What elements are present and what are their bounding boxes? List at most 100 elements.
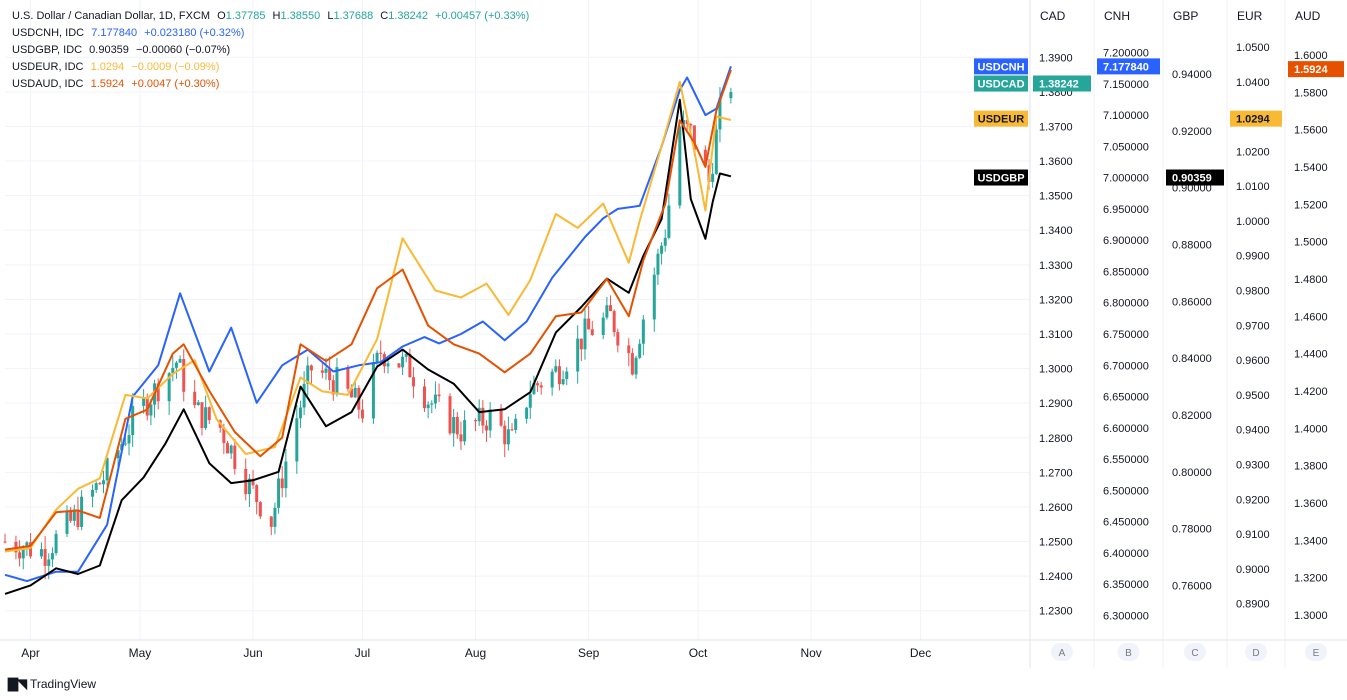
candle-down [222,427,226,444]
candle-up [463,420,467,442]
legend-main-symbol: U.S. Dollar / Canadian Dollar, 1D, FXCM [12,10,211,22]
price-tag-usdcnh [974,58,1028,75]
axis-value-tag [1288,61,1344,78]
candle-down [685,120,689,124]
price-tag-usdcad [974,75,1028,92]
legend-cnh-change: +0.023180 (+0.32%) [144,27,245,39]
candle-up [298,407,302,419]
y-tick-label: 6.500000 [1103,485,1149,497]
legend-o-value: 1.37785 [225,10,266,22]
candle-down [200,402,204,429]
scale-button-c[interactable] [1184,643,1206,661]
candle-up [711,173,715,182]
candle-up [401,356,405,368]
y-tick-label: 0.9400 [1236,425,1270,437]
candle-up [72,509,76,521]
y-tick-label: 1.3400 [1039,225,1073,237]
y-tick-label: 1.3600 [1294,498,1328,510]
y-tick-label: 0.9800 [1236,286,1270,298]
candle-up [404,353,408,357]
y-tick-label: 1.3400 [1294,535,1328,547]
legend-cnh-value: 7.177840 [91,27,138,39]
scale-button-a[interactable] [1051,643,1073,661]
candle-up [714,129,718,174]
candle-up [656,253,660,275]
legend-l-value: 1.37688 [333,10,374,22]
candle-up [550,371,554,388]
y-tick-label: 1.4000 [1294,423,1328,435]
axis-value-label: 1.0294 [1236,114,1271,126]
y-tick-label: 1.5200 [1294,199,1328,211]
tradingview-brand[interactable]: ▇◥ TradingView [8,676,96,692]
candle-down [536,383,540,386]
y-tick-label: 6.800000 [1103,298,1149,310]
y-tick-label: 0.9100 [1236,529,1270,541]
scale-button-label: C [1191,648,1198,659]
y-tick-label: 0.9500 [1236,390,1270,402]
y-tick-label: 6.450000 [1103,517,1149,529]
candle-down [280,478,284,489]
price-tag-usdgbp [974,169,1028,186]
y-tick-label: 6.700000 [1103,360,1149,372]
candle-up [47,559,51,566]
candle-up [54,533,58,554]
y-tick-label: 7.050000 [1103,141,1149,153]
legend-aud-change: +0.0047 (+0.30%) [131,78,220,90]
candle-up [663,237,667,246]
y-tick-label: 1.4800 [1294,274,1328,286]
legend-row-cnh: USDCNH, IDC 7.177840 +0.023180 (+0.32%) [12,25,533,42]
y-tick-label: 0.8900 [1236,599,1270,611]
candle-up [116,450,120,459]
scale-button-e[interactable] [1305,643,1327,661]
candle-up [65,511,69,534]
y-tick-label: 0.9600 [1236,355,1270,367]
candle-up [50,553,54,560]
candle-up [426,404,430,409]
y-tick-label: 1.3200 [1039,294,1073,306]
candle-down [630,353,634,375]
candle-up [554,366,558,372]
axis-header-gbp: GBP [1173,9,1198,23]
candle-down [612,311,616,333]
y-tick-label: 1.3800 [1294,461,1328,473]
axis-value-label: 1.38242 [1039,79,1079,91]
candle-down [379,352,383,354]
scale-button-b[interactable] [1117,643,1140,661]
legend-h-value: 1.38550 [280,10,321,22]
tradingview-logo-icon: ▇◥ [8,676,27,691]
candle-down [474,420,478,422]
candle-up [583,318,587,350]
y-tick-label: 1.0200 [1236,146,1270,158]
legend-eur-symbol: USDEUR, IDC [12,61,84,73]
candle-down [455,416,459,435]
y-tick-label: 1.3600 [1039,156,1073,168]
candle-down [182,359,186,392]
y-tick-label: 1.2500 [1039,537,1073,549]
y-tick-label: 7.200000 [1103,48,1149,60]
candle-down [346,367,350,389]
candle-up [196,402,200,406]
candle-up [525,407,529,419]
legend-c-value: 1.38242 [388,10,428,22]
legend-eur-value: 1.0294 [90,61,125,73]
scale-button-d[interactable] [1245,643,1267,661]
y-tick-label: 6.750000 [1103,329,1149,341]
candle-up [375,352,379,363]
y-tick-label: 1.2300 [1039,606,1073,618]
candle-down [499,409,503,426]
candle-down [397,363,401,368]
y-tick-label: 1.5600 [1294,125,1328,137]
legend-c: C1.38242 [380,10,428,22]
candle-up [149,404,153,416]
y-tick-label: 0.9700 [1236,320,1270,332]
candle-up [477,407,481,422]
brand-label: TradingView [30,677,97,691]
y-tick-label: 1.0400 [1236,77,1270,89]
y-tick-label: 0.92000 [1172,126,1212,138]
x-tick-label: Aug [465,646,486,660]
axis-header-cnh: CNH [1104,9,1130,23]
candle-up [273,507,277,527]
y-tick-label: 7.100000 [1103,110,1149,122]
y-tick-label: 0.90000 [1172,183,1212,195]
